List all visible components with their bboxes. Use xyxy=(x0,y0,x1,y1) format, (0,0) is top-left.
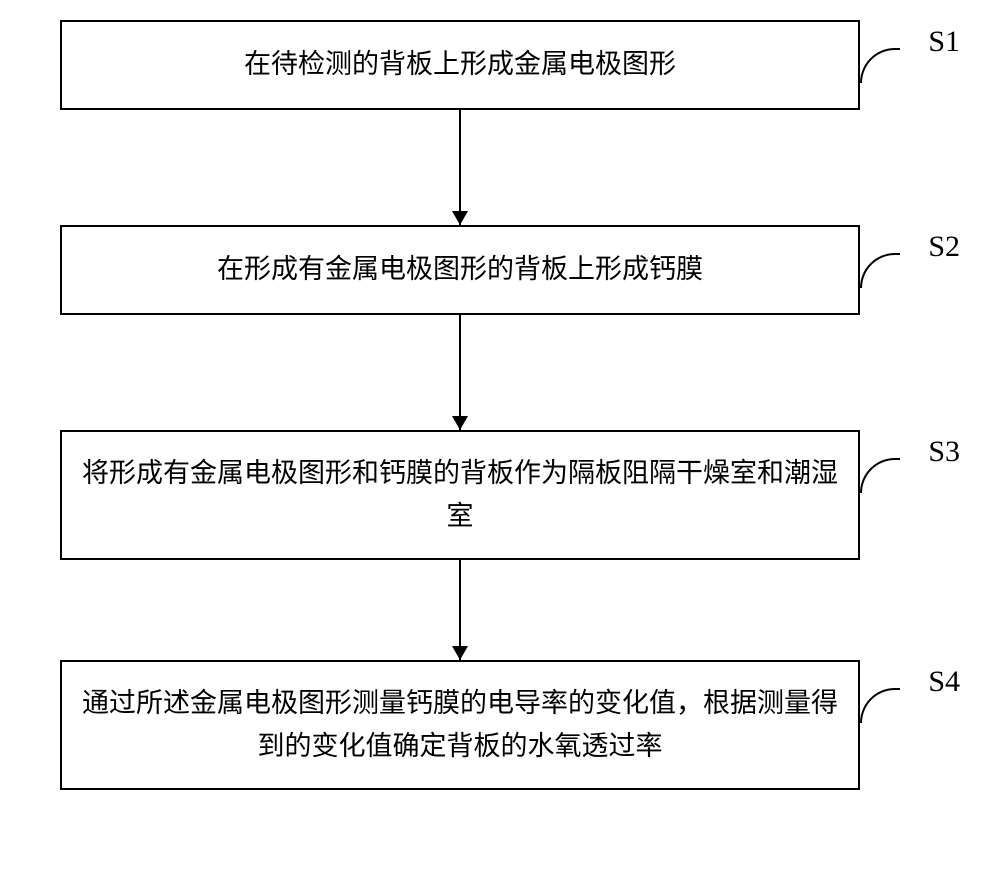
step-box-3: 将形成有金属电极图形和钙膜的背板作为隔板阻隔干燥室和潮湿室 xyxy=(60,430,860,560)
step-text-2: 在形成有金属电极图形的背板上形成钙膜 xyxy=(217,248,703,291)
connector-4 xyxy=(860,688,900,723)
step-text-4: 通过所述金属电极图形测量钙膜的电导率的变化值，根据测量得到的变化值确定背板的水氧… xyxy=(82,682,838,768)
arrow-line-3 xyxy=(459,560,461,660)
connector-3 xyxy=(860,458,900,493)
step-text-1: 在待检测的背板上形成金属电极图形 xyxy=(244,43,676,86)
step-box-1: 在待检测的背板上形成金属电极图形 xyxy=(60,20,860,110)
step-container-2: 在形成有金属电极图形的背板上形成钙膜 S2 xyxy=(60,225,940,315)
arrow-2 xyxy=(60,315,860,430)
step-box-4: 通过所述金属电极图形测量钙膜的电导率的变化值，根据测量得到的变化值确定背板的水氧… xyxy=(60,660,860,790)
step-label-3: S3 xyxy=(928,435,960,469)
step-box-2: 在形成有金属电极图形的背板上形成钙膜 xyxy=(60,225,860,315)
arrow-head-1 xyxy=(452,211,468,225)
connector-2 xyxy=(860,253,900,288)
arrow-head-2 xyxy=(452,416,468,430)
step-text-3: 将形成有金属电极图形和钙膜的背板作为隔板阻隔干燥室和潮湿室 xyxy=(82,452,838,538)
step-container-4: 通过所述金属电极图形测量钙膜的电导率的变化值，根据测量得到的变化值确定背板的水氧… xyxy=(60,660,940,790)
step-label-4: S4 xyxy=(928,665,960,699)
step-label-1: S1 xyxy=(928,25,960,59)
connector-1 xyxy=(860,48,900,83)
step-label-2: S2 xyxy=(928,230,960,264)
flowchart-container: 在待检测的背板上形成金属电极图形 S1 在形成有金属电极图形的背板上形成钙膜 S… xyxy=(60,20,940,790)
arrow-3 xyxy=(60,560,860,660)
arrow-head-3 xyxy=(452,646,468,660)
step-container-1: 在待检测的背板上形成金属电极图形 S1 xyxy=(60,20,940,110)
arrow-1 xyxy=(60,110,860,225)
arrow-line-2 xyxy=(459,315,461,430)
arrow-line-1 xyxy=(459,110,461,225)
step-container-3: 将形成有金属电极图形和钙膜的背板作为隔板阻隔干燥室和潮湿室 S3 xyxy=(60,430,940,560)
